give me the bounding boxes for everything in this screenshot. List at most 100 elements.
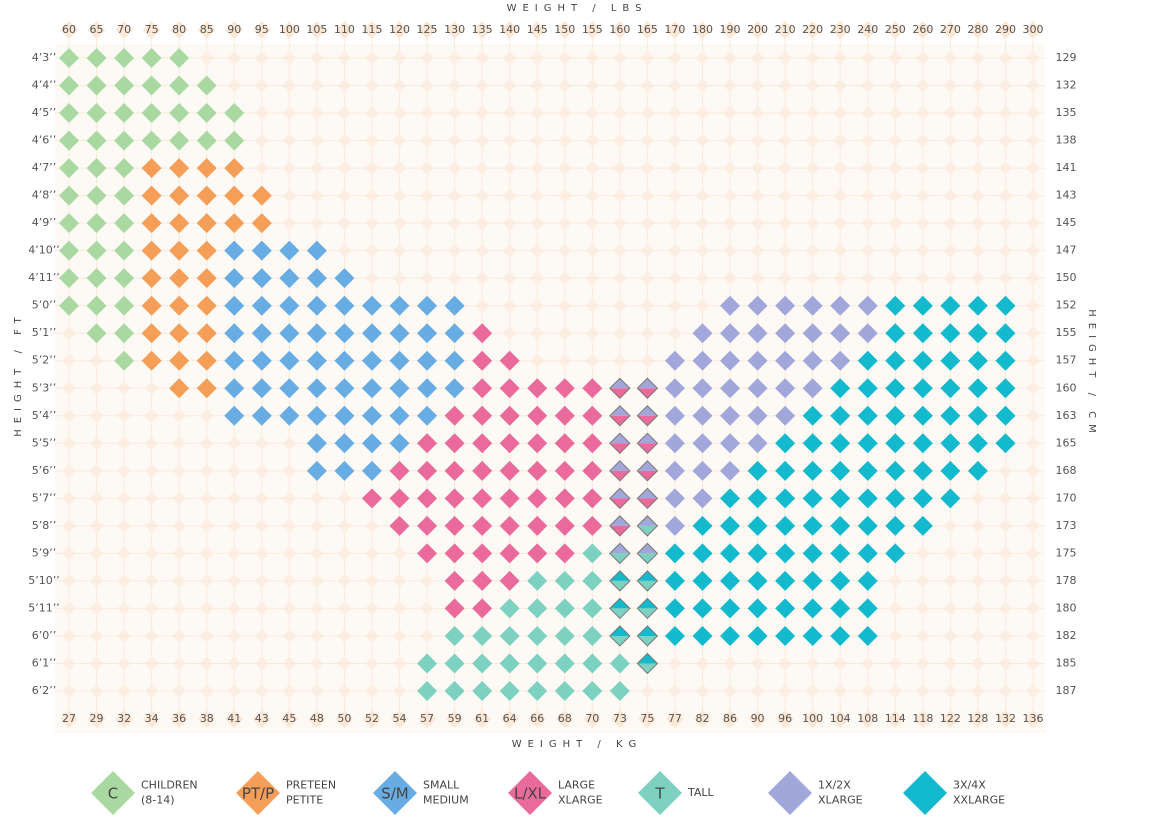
size-diamond — [444, 681, 465, 701]
bg-diamond — [197, 710, 216, 728]
size-diamond — [830, 570, 851, 591]
size-diamond — [417, 515, 438, 536]
height-ft-label: 4’8’’ — [32, 189, 57, 202]
bg-diamond — [60, 21, 78, 39]
size-diamond — [527, 543, 548, 564]
size-diamond — [224, 240, 245, 261]
size-diamond — [802, 488, 823, 509]
size-diamond — [720, 405, 741, 426]
size-diamond — [59, 75, 79, 96]
size-diamond — [664, 543, 685, 564]
bg-diamond — [996, 710, 1015, 728]
legend-code: T — [654, 785, 665, 803]
height-ft-label: 5’8’’ — [32, 519, 57, 532]
split-outline — [609, 487, 631, 510]
size-diamond — [967, 378, 988, 399]
size-diamond — [86, 158, 107, 179]
legend-label: MEDIUM — [423, 794, 469, 807]
height-cm-label: 157 — [1056, 354, 1077, 367]
size-diamond — [389, 405, 410, 426]
size-diamond — [334, 405, 355, 426]
height-cm-label: 168 — [1056, 464, 1077, 477]
split-diamond — [609, 597, 631, 620]
bg-diamond — [362, 710, 381, 728]
size-diamond — [582, 515, 603, 536]
bg-diamond — [252, 21, 271, 39]
size-diamond — [775, 625, 796, 646]
kg-label: 118 — [912, 712, 933, 725]
height-ft-label: 4’9’’ — [32, 216, 57, 229]
size-diamond — [114, 213, 135, 234]
split-diamond — [609, 460, 631, 482]
size-diamond — [775, 570, 796, 591]
size-diamond — [306, 460, 327, 481]
split-top — [637, 433, 658, 444]
size-diamond — [196, 295, 217, 316]
size-diamond — [802, 323, 823, 344]
size-diamond — [885, 433, 906, 454]
size-diamond — [582, 488, 603, 509]
size-diamond — [692, 570, 713, 591]
bg-diamond — [362, 21, 381, 39]
lbs-label: 150 — [554, 23, 575, 36]
lbs-label: 100 — [279, 23, 300, 36]
height-cm-label: 180 — [1056, 601, 1077, 614]
size-diamond — [114, 75, 135, 96]
size-diamond — [554, 570, 575, 591]
height-ft-label: 4’7’’ — [32, 161, 57, 174]
size-diamond — [306, 433, 327, 454]
size-diamond — [830, 543, 851, 564]
size-diamond — [417, 323, 438, 344]
split-bottom — [637, 580, 658, 591]
size-diamond — [86, 185, 107, 206]
size-diamond — [664, 515, 685, 536]
size-diamond — [967, 433, 988, 454]
lbs-label: 290 — [995, 23, 1016, 36]
split-bottom — [609, 635, 630, 646]
size-diamond — [334, 323, 355, 344]
size-diamond — [86, 295, 107, 316]
split-outline — [636, 542, 659, 565]
size-diamond — [830, 405, 851, 426]
size-diamond — [114, 240, 135, 261]
legend-code: C — [108, 785, 118, 803]
size-diamond — [444, 598, 465, 619]
size-diamond — [361, 405, 382, 426]
lbs-label: 170 — [664, 23, 685, 36]
size-diamond — [114, 323, 135, 344]
bg-diamond — [610, 21, 629, 39]
size-diamond — [59, 268, 79, 289]
size-diamond — [472, 378, 493, 399]
legend-label: 3X/4X — [953, 779, 986, 792]
split-top — [637, 653, 658, 664]
size-diamond — [857, 378, 878, 399]
size-diamond — [527, 515, 548, 536]
lbs-label: 190 — [720, 23, 741, 36]
split-diamond — [636, 570, 659, 592]
size-diamond — [306, 405, 327, 426]
size-diamond — [472, 460, 493, 481]
split-bottom — [609, 498, 630, 509]
split-bottom — [637, 498, 658, 509]
size-diamond — [141, 158, 162, 179]
size-diamond — [59, 103, 79, 124]
size-diamond — [114, 130, 135, 151]
size-diamond — [86, 323, 107, 344]
size-diamond — [86, 48, 107, 68]
split-top — [609, 433, 630, 444]
size-diamond — [912, 460, 933, 481]
kg-label: 70 — [585, 712, 599, 725]
height-ft-label: 5’9’’ — [32, 546, 57, 559]
split-bottom — [609, 608, 630, 619]
size-diamond — [389, 433, 410, 454]
size-diamond — [444, 625, 465, 646]
bg-diamond — [252, 710, 271, 728]
size-diamond — [720, 570, 741, 591]
split-diamond — [609, 432, 631, 455]
height-cm-label: 150 — [1056, 271, 1077, 284]
kg-label: 32 — [117, 712, 131, 725]
legend-code: S/M — [381, 785, 409, 803]
height-cm-label: 163 — [1056, 409, 1077, 422]
split-bottom — [609, 443, 630, 454]
size-diamond — [361, 433, 382, 454]
